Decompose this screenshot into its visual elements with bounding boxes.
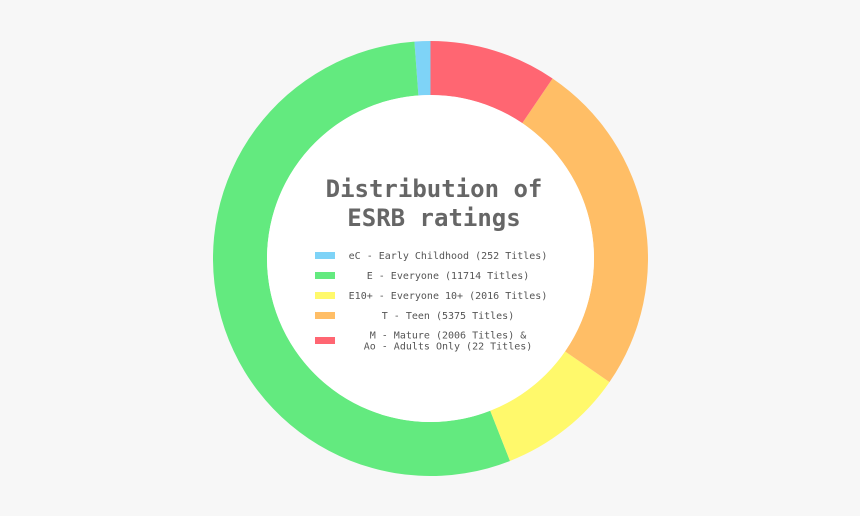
legend-label: T - Teen (5375 Titles) [382, 311, 514, 322]
chart-legend: eC - Early Childhood (252 Titles) E - Eve… [315, 251, 547, 353]
legend-item-t: T - Teen (5375 Titles) [315, 311, 514, 322]
slice-e [212, 41, 510, 477]
chart-title-line-1: Distribution of [326, 175, 543, 203]
legend-label: eC - Early Childhood (252 Titles) [349, 251, 548, 262]
legend-item-e: E - Everyone (11714 Titles) [315, 271, 529, 282]
legend-label: M - Mature (2006 Titles) & [370, 331, 527, 342]
chart-title-line-2: ESRB ratings [347, 204, 520, 232]
legend-swatch [315, 252, 335, 259]
slice-ec [414, 41, 431, 96]
legend-label: E10+ - Everyone 10+ (2016 Titles) [349, 291, 548, 302]
legend-item-ec: eC - Early Childhood (252 Titles) [315, 251, 547, 262]
slice-e10plus [490, 351, 610, 461]
legend-swatch [315, 292, 335, 299]
chart-title: Distribution of ESRB ratings [326, 175, 543, 232]
legend-label: E - Everyone (11714 Titles) [367, 271, 530, 282]
legend-item-e10plus: E10+ - Everyone 10+ (2016 Titles) [315, 291, 547, 302]
donut-hole [267, 95, 594, 422]
legend-label: Ao - Adults Only (22 Titles) [364, 342, 533, 353]
legend-swatch [315, 312, 335, 319]
donut-slices [212, 41, 648, 477]
slice-m-ao [430, 41, 553, 124]
slice-t [522, 78, 648, 383]
legend-swatch [315, 337, 335, 344]
legend-item-m-ao: M - Mature (2006 Titles) &Ao - Adults On… [315, 331, 532, 353]
legend-swatch [315, 272, 335, 279]
